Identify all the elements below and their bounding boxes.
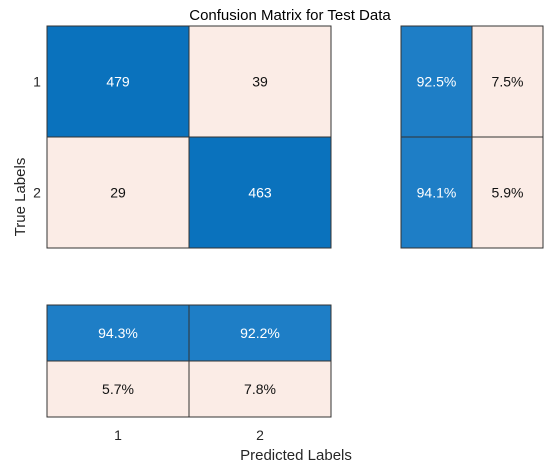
- column-summary-cell-2-2-fill: [188, 360, 332, 418]
- row-summary: 92.5% 7.5% 94.1% 5.9%: [400, 25, 544, 249]
- x-axis-label: Predicted Labels: [240, 447, 352, 464]
- x-tick-label-1: 1: [114, 427, 122, 443]
- matrix-cells: 479 39 29 463: [46, 25, 332, 249]
- axes: 1 1 2 2: [33, 74, 264, 444]
- y-tick-label-1: 1: [33, 74, 41, 90]
- matrix-cell-1-1-fill: [46, 25, 190, 138]
- column-summary-cell-2-2-label: 7.8%: [244, 381, 276, 397]
- matrix-cell-2-2-fill: [188, 136, 332, 249]
- row-summary-cell-2-1-label: 94.1%: [417, 185, 457, 201]
- y-axis-label: True Labels: [12, 158, 29, 237]
- row-summary-cell-1-2-label: 7.5%: [492, 74, 524, 90]
- column-summary-cell-2-1-label: 5.7%: [102, 381, 134, 397]
- row-summary-cell-2-1-fill: [400, 136, 473, 249]
- chart-title: Confusion Matrix for Test Data: [189, 7, 391, 24]
- column-summary-cell-1-2-fill: [188, 304, 332, 362]
- matrix-cell-1-2-label: 39: [252, 74, 268, 90]
- matrix-cell-1-1-label: 479: [106, 74, 130, 90]
- column-summary-cell-1-2-label: 92.2%: [240, 325, 280, 341]
- row-summary-cell-1-2-fill: [471, 25, 544, 138]
- row-summary-cell-1-1-fill: [400, 25, 473, 138]
- matrix-cell-2-1-label: 29: [110, 185, 126, 201]
- matrix-cell-2-1-fill: [46, 136, 190, 249]
- row-summary-cell-2-2-fill: [471, 136, 544, 249]
- matrix-cell-2-2-label: 463: [248, 185, 272, 201]
- x-tick-label-2: 2: [256, 427, 264, 443]
- column-summary: 94.3% 92.2% 5.7% 7.8%: [46, 304, 332, 418]
- column-summary-cell-1-1-label: 94.3%: [98, 325, 138, 341]
- y-tick-label-2: 2: [33, 185, 41, 201]
- row-summary-cell-2-2-label: 5.9%: [492, 185, 524, 201]
- matrix-cell-1-2-fill: [188, 25, 332, 138]
- row-summary-cell-1-1-label: 92.5%: [417, 74, 457, 90]
